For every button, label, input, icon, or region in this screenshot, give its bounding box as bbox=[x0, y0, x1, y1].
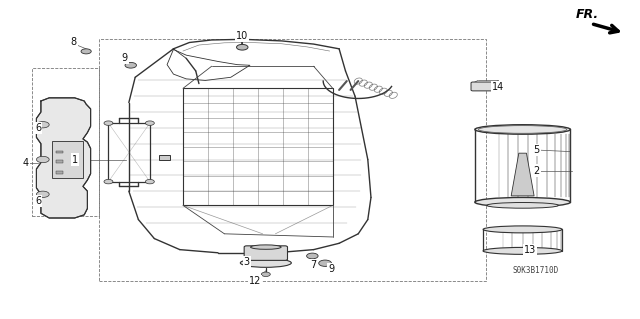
Ellipse shape bbox=[250, 245, 281, 249]
Bar bbox=[108, 123, 150, 182]
Bar bbox=[159, 155, 170, 160]
Bar bbox=[52, 141, 83, 178]
Circle shape bbox=[237, 44, 248, 50]
Circle shape bbox=[36, 156, 49, 163]
Polygon shape bbox=[36, 98, 91, 218]
Bar bbox=[99, 39, 486, 281]
Circle shape bbox=[261, 272, 270, 277]
Ellipse shape bbox=[475, 125, 570, 134]
Bar bbox=[56, 160, 63, 163]
Text: 7: 7 bbox=[310, 260, 317, 271]
Text: 14: 14 bbox=[492, 82, 504, 92]
Text: S0K3B1710D: S0K3B1710D bbox=[512, 266, 559, 275]
Bar bbox=[32, 68, 99, 216]
Bar bbox=[56, 151, 63, 153]
Text: 12: 12 bbox=[249, 276, 261, 286]
Text: 6: 6 bbox=[35, 196, 42, 206]
Circle shape bbox=[319, 260, 332, 266]
Text: 9: 9 bbox=[122, 53, 127, 63]
Circle shape bbox=[81, 49, 92, 54]
Text: 5: 5 bbox=[534, 145, 540, 155]
Text: 4: 4 bbox=[22, 158, 29, 168]
Circle shape bbox=[125, 63, 136, 68]
Circle shape bbox=[307, 253, 318, 259]
Text: 9: 9 bbox=[328, 263, 335, 274]
Ellipse shape bbox=[475, 197, 570, 207]
Ellipse shape bbox=[487, 203, 559, 208]
Text: FR.: FR. bbox=[576, 8, 599, 21]
Text: 6: 6 bbox=[35, 123, 42, 133]
Circle shape bbox=[36, 191, 49, 197]
Ellipse shape bbox=[483, 248, 562, 254]
Text: 2: 2 bbox=[534, 166, 540, 175]
Circle shape bbox=[145, 179, 154, 184]
Text: 1: 1 bbox=[72, 154, 77, 165]
Circle shape bbox=[104, 121, 113, 125]
Bar bbox=[183, 88, 333, 205]
Text: 3: 3 bbox=[244, 257, 250, 267]
Circle shape bbox=[36, 122, 49, 128]
Bar bbox=[56, 171, 63, 174]
Ellipse shape bbox=[239, 39, 246, 41]
Circle shape bbox=[104, 179, 113, 184]
Text: 10: 10 bbox=[236, 31, 248, 41]
Text: 8: 8 bbox=[70, 38, 76, 48]
FancyBboxPatch shape bbox=[471, 82, 495, 91]
Ellipse shape bbox=[483, 226, 562, 233]
Ellipse shape bbox=[241, 258, 291, 267]
Text: 13: 13 bbox=[524, 245, 536, 255]
FancyBboxPatch shape bbox=[244, 246, 287, 260]
Circle shape bbox=[145, 121, 154, 125]
Polygon shape bbox=[511, 153, 534, 196]
